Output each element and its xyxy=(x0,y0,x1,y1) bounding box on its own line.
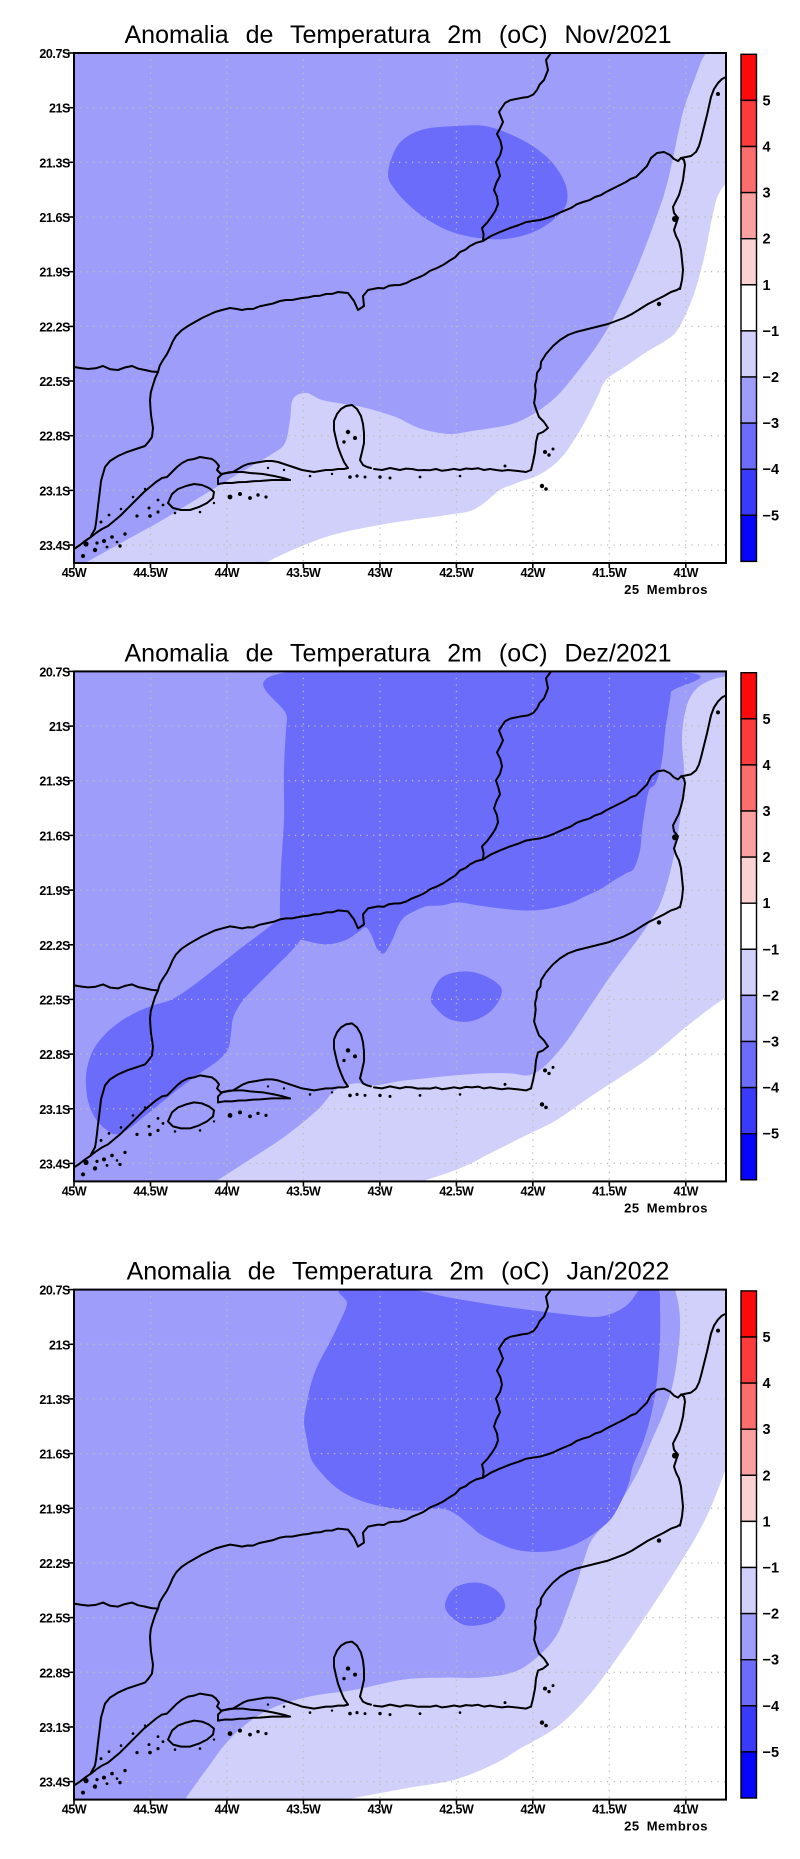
svg-text:21.9S: 21.9S xyxy=(39,884,70,898)
svg-text:41.5W: 41.5W xyxy=(592,1184,627,1198)
svg-text:43.5W: 43.5W xyxy=(286,566,321,580)
svg-text:4: 4 xyxy=(763,758,771,774)
svg-text:42.5W: 42.5W xyxy=(439,1803,474,1817)
svg-text:2: 2 xyxy=(763,232,771,248)
svg-text:−5: −5 xyxy=(763,1127,780,1143)
svg-text:20.7S: 20.7S xyxy=(39,47,70,61)
svg-text:2: 2 xyxy=(763,850,771,866)
svg-text:22.2S: 22.2S xyxy=(39,1557,70,1571)
svg-text:22.2S: 22.2S xyxy=(39,320,70,334)
svg-text:−1: −1 xyxy=(763,324,780,340)
svg-text:−5: −5 xyxy=(763,1745,780,1761)
svg-text:−4: −4 xyxy=(763,1081,780,1097)
svg-text:42W: 42W xyxy=(521,566,546,580)
svg-text:3: 3 xyxy=(763,804,771,820)
svg-text:3: 3 xyxy=(763,1422,771,1438)
svg-text:44.5W: 44.5W xyxy=(133,1803,168,1817)
svg-text:1: 1 xyxy=(763,278,771,294)
svg-text:41.5W: 41.5W xyxy=(592,566,627,580)
svg-text:−2: −2 xyxy=(763,1607,780,1623)
svg-text:−5: −5 xyxy=(763,508,780,524)
svg-text:20.7S: 20.7S xyxy=(39,665,70,679)
svg-text:4: 4 xyxy=(763,1376,771,1392)
svg-text:41W: 41W xyxy=(674,566,699,580)
svg-text:21.6S: 21.6S xyxy=(39,211,70,225)
svg-text:45W: 45W xyxy=(62,1184,87,1198)
svg-text:43.5W: 43.5W xyxy=(286,1803,321,1817)
svg-text:42W: 42W xyxy=(521,1184,546,1198)
svg-text:21S: 21S xyxy=(49,1338,70,1352)
svg-text:41W: 41W xyxy=(674,1803,699,1817)
svg-text:22.8S: 22.8S xyxy=(39,430,70,444)
svg-text:Anomalia de Temperatura 2m (oC: Anomalia de Temperatura 2m (oC) Dez/2021 xyxy=(124,639,671,667)
svg-text:4: 4 xyxy=(763,140,771,156)
svg-text:43W: 43W xyxy=(368,1184,393,1198)
svg-text:45W: 45W xyxy=(62,566,87,580)
svg-text:25 Membros: 25 Membros xyxy=(624,582,708,597)
svg-text:22.8S: 22.8S xyxy=(39,1666,70,1680)
svg-text:22.5S: 22.5S xyxy=(39,1612,70,1626)
svg-text:2: 2 xyxy=(763,1468,771,1484)
svg-text:22.5S: 22.5S xyxy=(39,375,70,389)
svg-text:42.5W: 42.5W xyxy=(439,1184,474,1198)
svg-text:21S: 21S xyxy=(49,102,70,116)
svg-text:23.4S: 23.4S xyxy=(39,1157,70,1171)
svg-text:5: 5 xyxy=(763,712,771,728)
svg-text:−2: −2 xyxy=(763,370,780,386)
svg-text:21.9S: 21.9S xyxy=(39,1502,70,1516)
svg-text:−4: −4 xyxy=(763,1699,780,1715)
svg-text:23.1S: 23.1S xyxy=(39,1103,70,1117)
svg-text:21.3S: 21.3S xyxy=(39,775,70,789)
svg-text:Anomalia de Temperatura 2m (oC: Anomalia de Temperatura 2m (oC) Jan/2022 xyxy=(127,1258,670,1286)
svg-text:44.5W: 44.5W xyxy=(133,1184,168,1198)
svg-text:−4: −4 xyxy=(763,462,780,478)
svg-text:21.6S: 21.6S xyxy=(39,1448,70,1462)
svg-text:−1: −1 xyxy=(763,1561,780,1577)
svg-text:43.5W: 43.5W xyxy=(286,1184,321,1198)
svg-text:−1: −1 xyxy=(763,942,780,958)
svg-text:42.5W: 42.5W xyxy=(439,566,474,580)
svg-text:44W: 44W xyxy=(215,1184,240,1198)
svg-text:22.5S: 22.5S xyxy=(39,993,70,1007)
svg-text:43W: 43W xyxy=(368,566,393,580)
svg-text:45W: 45W xyxy=(62,1803,87,1817)
svg-text:44.5W: 44.5W xyxy=(133,566,168,580)
svg-text:44W: 44W xyxy=(215,566,240,580)
svg-text:43W: 43W xyxy=(368,1803,393,1817)
svg-text:23.1S: 23.1S xyxy=(39,1721,70,1735)
svg-text:21S: 21S xyxy=(49,720,70,734)
svg-text:1: 1 xyxy=(763,896,771,912)
svg-text:1: 1 xyxy=(763,1514,771,1530)
svg-text:−3: −3 xyxy=(763,1653,780,1669)
svg-text:5: 5 xyxy=(763,93,771,109)
svg-text:21.3S: 21.3S xyxy=(39,156,70,170)
svg-text:3: 3 xyxy=(763,186,771,202)
svg-text:−3: −3 xyxy=(763,1035,780,1051)
svg-text:21.3S: 21.3S xyxy=(39,1393,70,1407)
svg-text:21.9S: 21.9S xyxy=(39,266,70,280)
svg-text:−2: −2 xyxy=(763,988,780,1004)
svg-text:22.8S: 22.8S xyxy=(39,1048,70,1062)
svg-text:5: 5 xyxy=(763,1330,771,1346)
svg-text:25 Membros: 25 Membros xyxy=(624,1200,708,1215)
svg-text:41.5W: 41.5W xyxy=(592,1803,627,1817)
svg-text:20.7S: 20.7S xyxy=(39,1284,70,1298)
svg-text:42W: 42W xyxy=(521,1803,546,1817)
svg-text:21.6S: 21.6S xyxy=(39,829,70,843)
svg-text:Anomalia de Temperatura 2m (oC: Anomalia de Temperatura 2m (oC) Nov/2021 xyxy=(124,21,671,49)
svg-text:22.2S: 22.2S xyxy=(39,939,70,953)
svg-text:41W: 41W xyxy=(674,1184,699,1198)
svg-text:−3: −3 xyxy=(763,416,780,432)
svg-text:44W: 44W xyxy=(215,1803,240,1817)
svg-text:25 Membros: 25 Membros xyxy=(624,1819,708,1834)
svg-text:23.4S: 23.4S xyxy=(39,1776,70,1790)
svg-text:23.4S: 23.4S xyxy=(39,539,70,553)
svg-text:23.1S: 23.1S xyxy=(39,484,70,498)
